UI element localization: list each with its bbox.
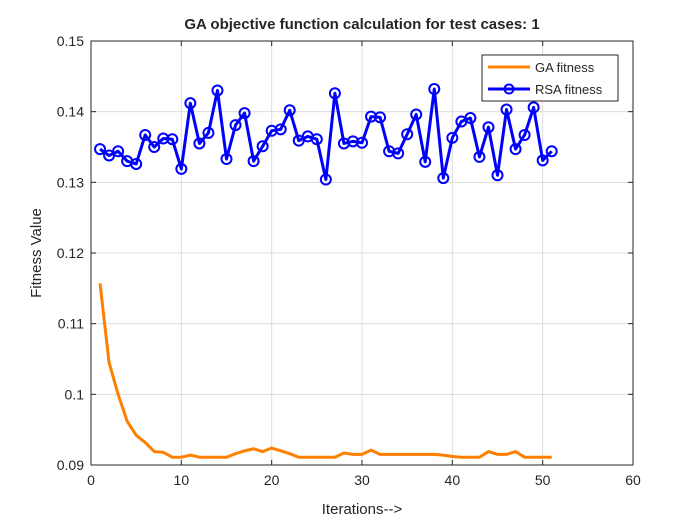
data-point [356,136,368,149]
y-tick-label: 0.1 [65,386,85,402]
x-tick-label: 40 [445,472,461,488]
x-tick-label: 20 [264,472,280,488]
data-point [220,153,233,166]
series-line-ga [98,283,552,459]
data-point [256,140,269,153]
y-axis-label: Fitness Value [28,208,45,298]
x-axis-label: Iterations--> [322,501,403,518]
ticks: 0 10 20 30 40 50 60 0.09 0.1 0.11 0.12 0.13 0.14 0.15 [57,33,641,488]
data-point [112,145,125,158]
data-point [184,97,197,110]
data-point [518,128,531,141]
y-tick-label: 0.09 [57,457,84,473]
x-tick-label: 10 [174,472,190,488]
data-point [211,84,224,97]
y-tick-label: 0.15 [57,33,84,49]
data-point [166,133,179,146]
legend-marker-rsa [503,83,515,95]
y-tick-label: 0.14 [57,104,84,120]
data-point [274,123,287,136]
data-point [229,119,242,132]
x-tick-label: 50 [535,472,551,488]
data-point [319,173,332,186]
chart-title: GA objective function calculation for te… [184,16,539,33]
data-point [328,87,341,100]
series-line-rsa [99,87,553,182]
x-tick-label: 30 [354,472,370,488]
data-point [139,128,152,141]
data-point [482,121,495,134]
data-point [392,147,405,160]
legend-label-rsa: RSA fitness [535,82,603,97]
data-point [428,83,441,96]
y-tick-label: 0.12 [57,245,84,261]
data-point [401,128,414,141]
data-point [473,150,486,163]
y-tick-label: 0.13 [57,174,84,190]
data-point [94,143,107,156]
data-point [247,155,260,168]
data-point [491,169,504,182]
data-point [202,126,215,139]
legend-box [481,54,619,102]
data-point [193,137,206,150]
data-point [419,155,432,168]
legend: GA fitness RSA fitness [481,54,619,102]
data-point [509,143,522,156]
legend-label-ga: GA fitness [535,60,595,75]
x-tick-label: 60 [625,472,641,488]
data-point [437,172,450,185]
data-point [410,108,423,121]
data-point [310,133,323,146]
x-tick-label: 0 [87,472,95,488]
data-point [130,157,143,170]
series-layer [94,83,558,459]
data-point [464,112,477,125]
data-point [446,131,459,144]
data-point [238,107,251,120]
data-point [500,103,513,116]
y-tick-label: 0.11 [58,316,84,332]
data-point [175,162,188,175]
data-point [536,154,549,167]
data-point [545,145,558,158]
data-point [374,111,387,124]
grid [90,40,634,466]
data-point [148,141,161,153]
data-point [527,101,540,114]
data-point [283,104,296,117]
